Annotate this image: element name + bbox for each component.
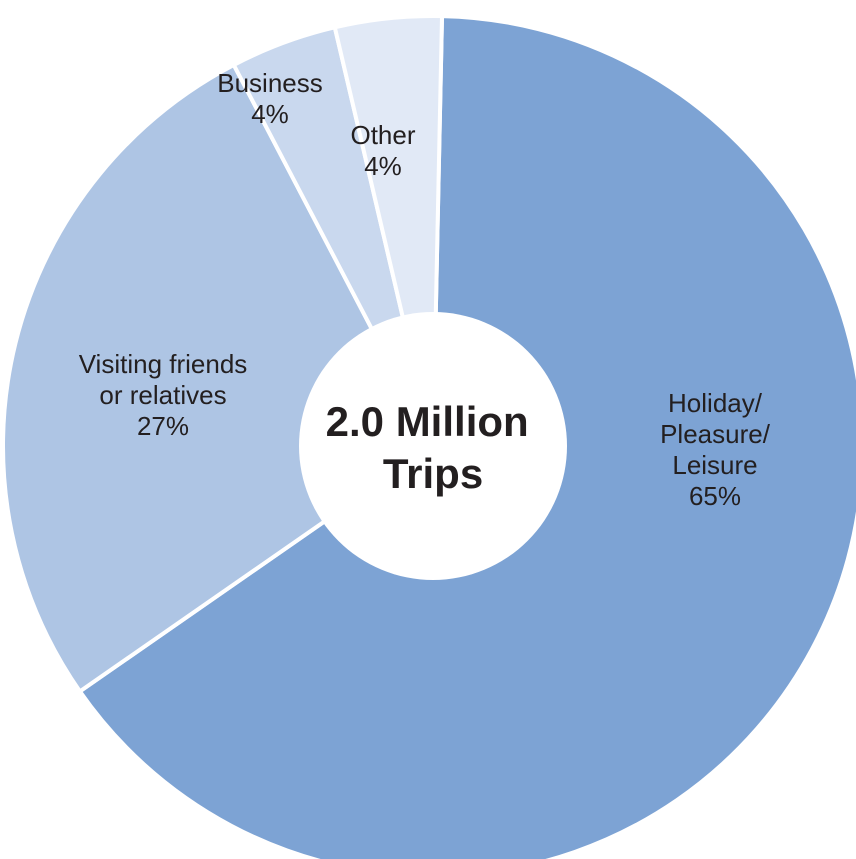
slice-label: Business 4% (217, 68, 323, 129)
slice-value-label: 27% (137, 411, 189, 441)
slice-name-label: Visiting friends (79, 349, 248, 379)
slice-name-label: Leisure (672, 450, 757, 480)
slice-value-label: 4% (251, 99, 289, 129)
slice-label: Other 4% (350, 120, 415, 181)
center-label: 2.0 Million Trips (326, 398, 541, 497)
slice-name-label: Pleasure/ (660, 419, 771, 449)
center-hole (299, 312, 567, 580)
slice-name-label: Business (217, 68, 323, 98)
slice-name-label: Holiday/ (668, 388, 763, 418)
slice-name-label: or relatives (99, 380, 226, 410)
center-label-line-2: Trips (383, 450, 483, 497)
slice-label: Holiday/Pleasure/Leisure 65% (660, 388, 771, 511)
center-label-line-1: 2.0 Million (326, 398, 529, 445)
pie-slice (1, 62, 435, 694)
slice-name-label: Other (350, 120, 415, 150)
slice-label: Visiting friends or relatives 27% (79, 349, 248, 441)
slice-labels: Holiday/Pleasure/Leisure 65% Visiting frie… (79, 68, 771, 511)
slice-value-label: 4% (364, 151, 402, 181)
slice-value-label: 65% (689, 481, 741, 511)
